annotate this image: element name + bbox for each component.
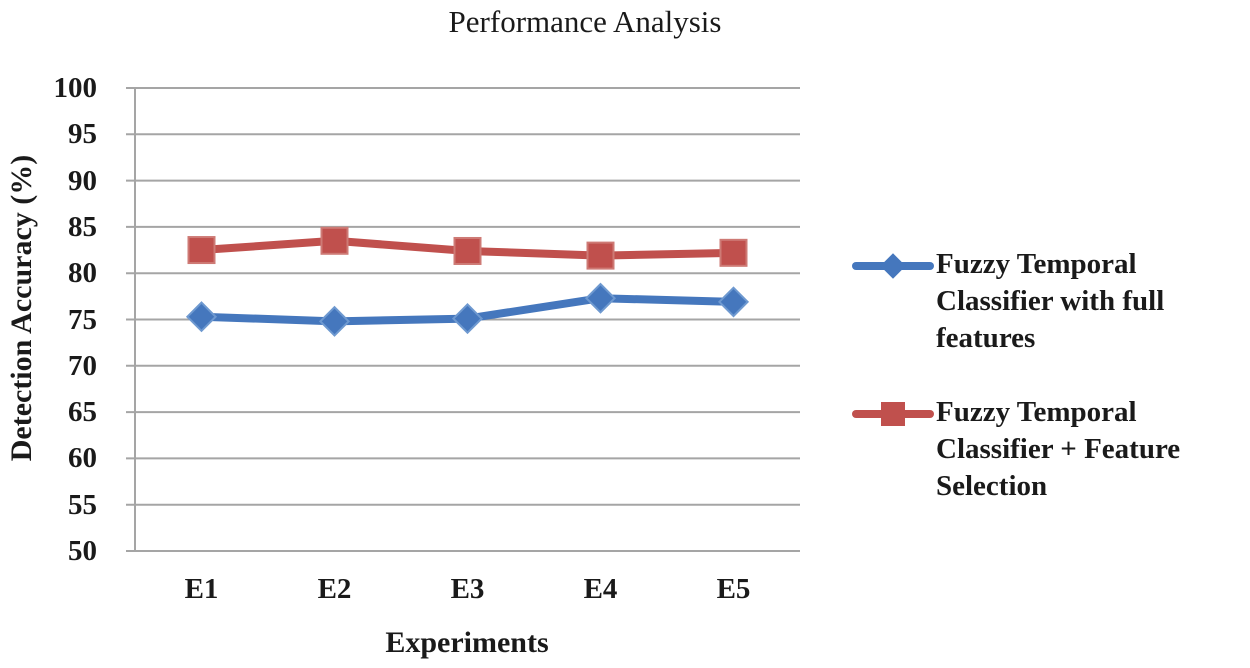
square-marker-icon	[320, 226, 349, 255]
diamond-marker-icon	[185, 301, 218, 333]
y-tick-label: 80	[68, 257, 97, 290]
legend-label-feature-selection: Fuzzy Temporal Classifier + Feature Sele…	[936, 394, 1180, 505]
legend-label-line: Classifier with full	[936, 285, 1165, 317]
x-tick-label: E2	[317, 573, 352, 605]
y-tick-label: 70	[68, 349, 97, 382]
legend-item-feature-selection: Fuzzy Temporal Classifier + Feature Sele…	[850, 394, 1250, 505]
diamond-marker-icon	[880, 253, 906, 279]
square-marker-icon	[586, 241, 615, 270]
legend-label-line: Fuzzy Temporal	[936, 248, 1137, 280]
square-marker-icon	[881, 402, 905, 426]
y-tick-label: 60	[68, 442, 97, 475]
square-marker-icon	[719, 238, 748, 267]
y-tick-label: 65	[68, 396, 97, 429]
legend-square-swatch-icon	[852, 402, 934, 426]
y-tick-label: 100	[53, 72, 98, 104]
x-tick-label: E5	[716, 573, 751, 605]
legend-label-line: Classifier + Feature	[936, 433, 1181, 465]
diamond-marker-icon	[584, 282, 617, 314]
diamond-marker-icon	[717, 286, 750, 318]
y-tick-label: 95	[68, 118, 97, 151]
plot-area	[126, 87, 800, 552]
x-tick-label: E1	[184, 573, 219, 605]
diamond-marker-icon	[451, 303, 484, 335]
y-tick-label: 90	[68, 164, 97, 197]
x-tick-label: E3	[450, 573, 485, 605]
x-tick-label: E4	[583, 573, 618, 605]
legend-item-full-features: Fuzzy Temporal Classifier with full feat…	[850, 246, 1250, 357]
legend-label-full-features: Fuzzy Temporal Classifier with full feat…	[936, 246, 1164, 357]
y-tick-label: 55	[68, 488, 97, 521]
legend: Fuzzy Temporal Classifier with full feat…	[850, 246, 1250, 505]
y-tick-label: 75	[68, 303, 97, 336]
legend-label-line: Selection	[936, 470, 1048, 502]
square-marker-icon	[453, 236, 482, 265]
square-marker-icon	[187, 236, 216, 265]
legend-diamond-swatch-icon	[852, 253, 934, 279]
diamond-marker-icon	[318, 305, 351, 337]
legend-label-line: Fuzzy Temporal	[936, 396, 1137, 428]
chart-title: Performance Analysis	[448, 4, 722, 39]
legend-label-line: features	[936, 322, 1036, 354]
y-tick-label: 85	[68, 210, 97, 243]
x-axis-title: Experiments	[385, 626, 549, 659]
y-tick-label: 50	[68, 535, 97, 567]
